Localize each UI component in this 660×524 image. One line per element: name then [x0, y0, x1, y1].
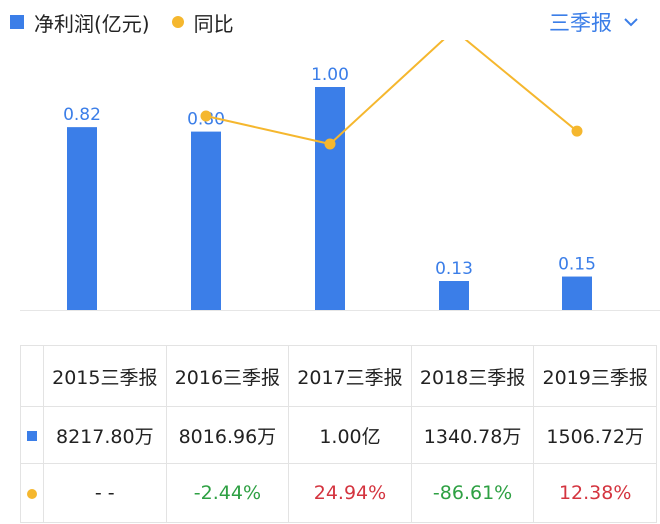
bar: [191, 131, 221, 310]
yoy-row-marker: [20, 463, 44, 523]
bar-value-label: 0.82: [63, 105, 101, 125]
bar: [315, 87, 345, 310]
table-cell: 1506.72万: [533, 406, 657, 464]
yoy-point: [324, 138, 336, 150]
yoy-point: [200, 110, 212, 122]
profit-chart: 0.820.801.000.130.15: [20, 40, 660, 311]
table-corner: [20, 345, 44, 407]
table-header-cell: 2016三季报: [165, 345, 290, 407]
bar: [562, 276, 592, 310]
table-row-profit: 8217.80万 8016.96万 1.00亿 1340.78万 1506.72…: [20, 406, 657, 464]
chart-legend: 净利润(亿元) 同比: [10, 6, 234, 38]
bar-legend-label: 净利润(亿元): [34, 11, 150, 36]
table-header-cell: 2017三季报: [288, 345, 412, 407]
data-table: 2015三季报 2016三季报 2017三季报 2018三季报 2019三季报 …: [20, 345, 657, 523]
profit-row-marker: [20, 406, 44, 464]
table-cell: 24.94%: [288, 463, 412, 523]
bar-marker-icon: [27, 431, 37, 441]
period-selector[interactable]: 三季报: [549, 6, 638, 38]
table-cell: -86.61%: [410, 463, 535, 523]
table-header-row: 2015三季报 2016三季报 2017三季报 2018三季报 2019三季报: [20, 345, 657, 407]
table-header-cell: 2015三季报: [43, 345, 167, 407]
yoy-line: [205, 40, 578, 146]
table-cell: - -: [43, 463, 167, 523]
table-cell: 8016.96万: [165, 406, 290, 464]
chevron-down-icon: [624, 18, 638, 27]
table-header-cell: 2018三季报: [410, 345, 535, 407]
line-legend-label: 同比: [193, 11, 234, 36]
table-cell: 1.00亿: [288, 406, 412, 464]
period-selector-label: 三季报: [549, 11, 612, 35]
bar-value-label: 0.15: [558, 255, 596, 275]
table-cell: 12.38%: [533, 463, 657, 523]
table-cell: 8217.80万: [43, 406, 167, 464]
line-legend-marker: [171, 16, 184, 28]
bar-value-label: 1.00: [311, 65, 349, 85]
table-cell: 1340.78万: [410, 406, 535, 464]
table-cell: -2.44%: [165, 463, 290, 523]
bar: [439, 281, 469, 310]
table-row-yoy: - - -2.44% 24.94% -86.61% 12.38%: [20, 463, 657, 523]
bar: [67, 127, 97, 310]
dot-marker-icon: [27, 489, 37, 499]
bar-legend-marker: [10, 15, 24, 29]
bar-value-label: 0.13: [435, 259, 473, 279]
table-header-cell: 2019三季报: [533, 345, 657, 407]
yoy-point: [571, 125, 583, 137]
